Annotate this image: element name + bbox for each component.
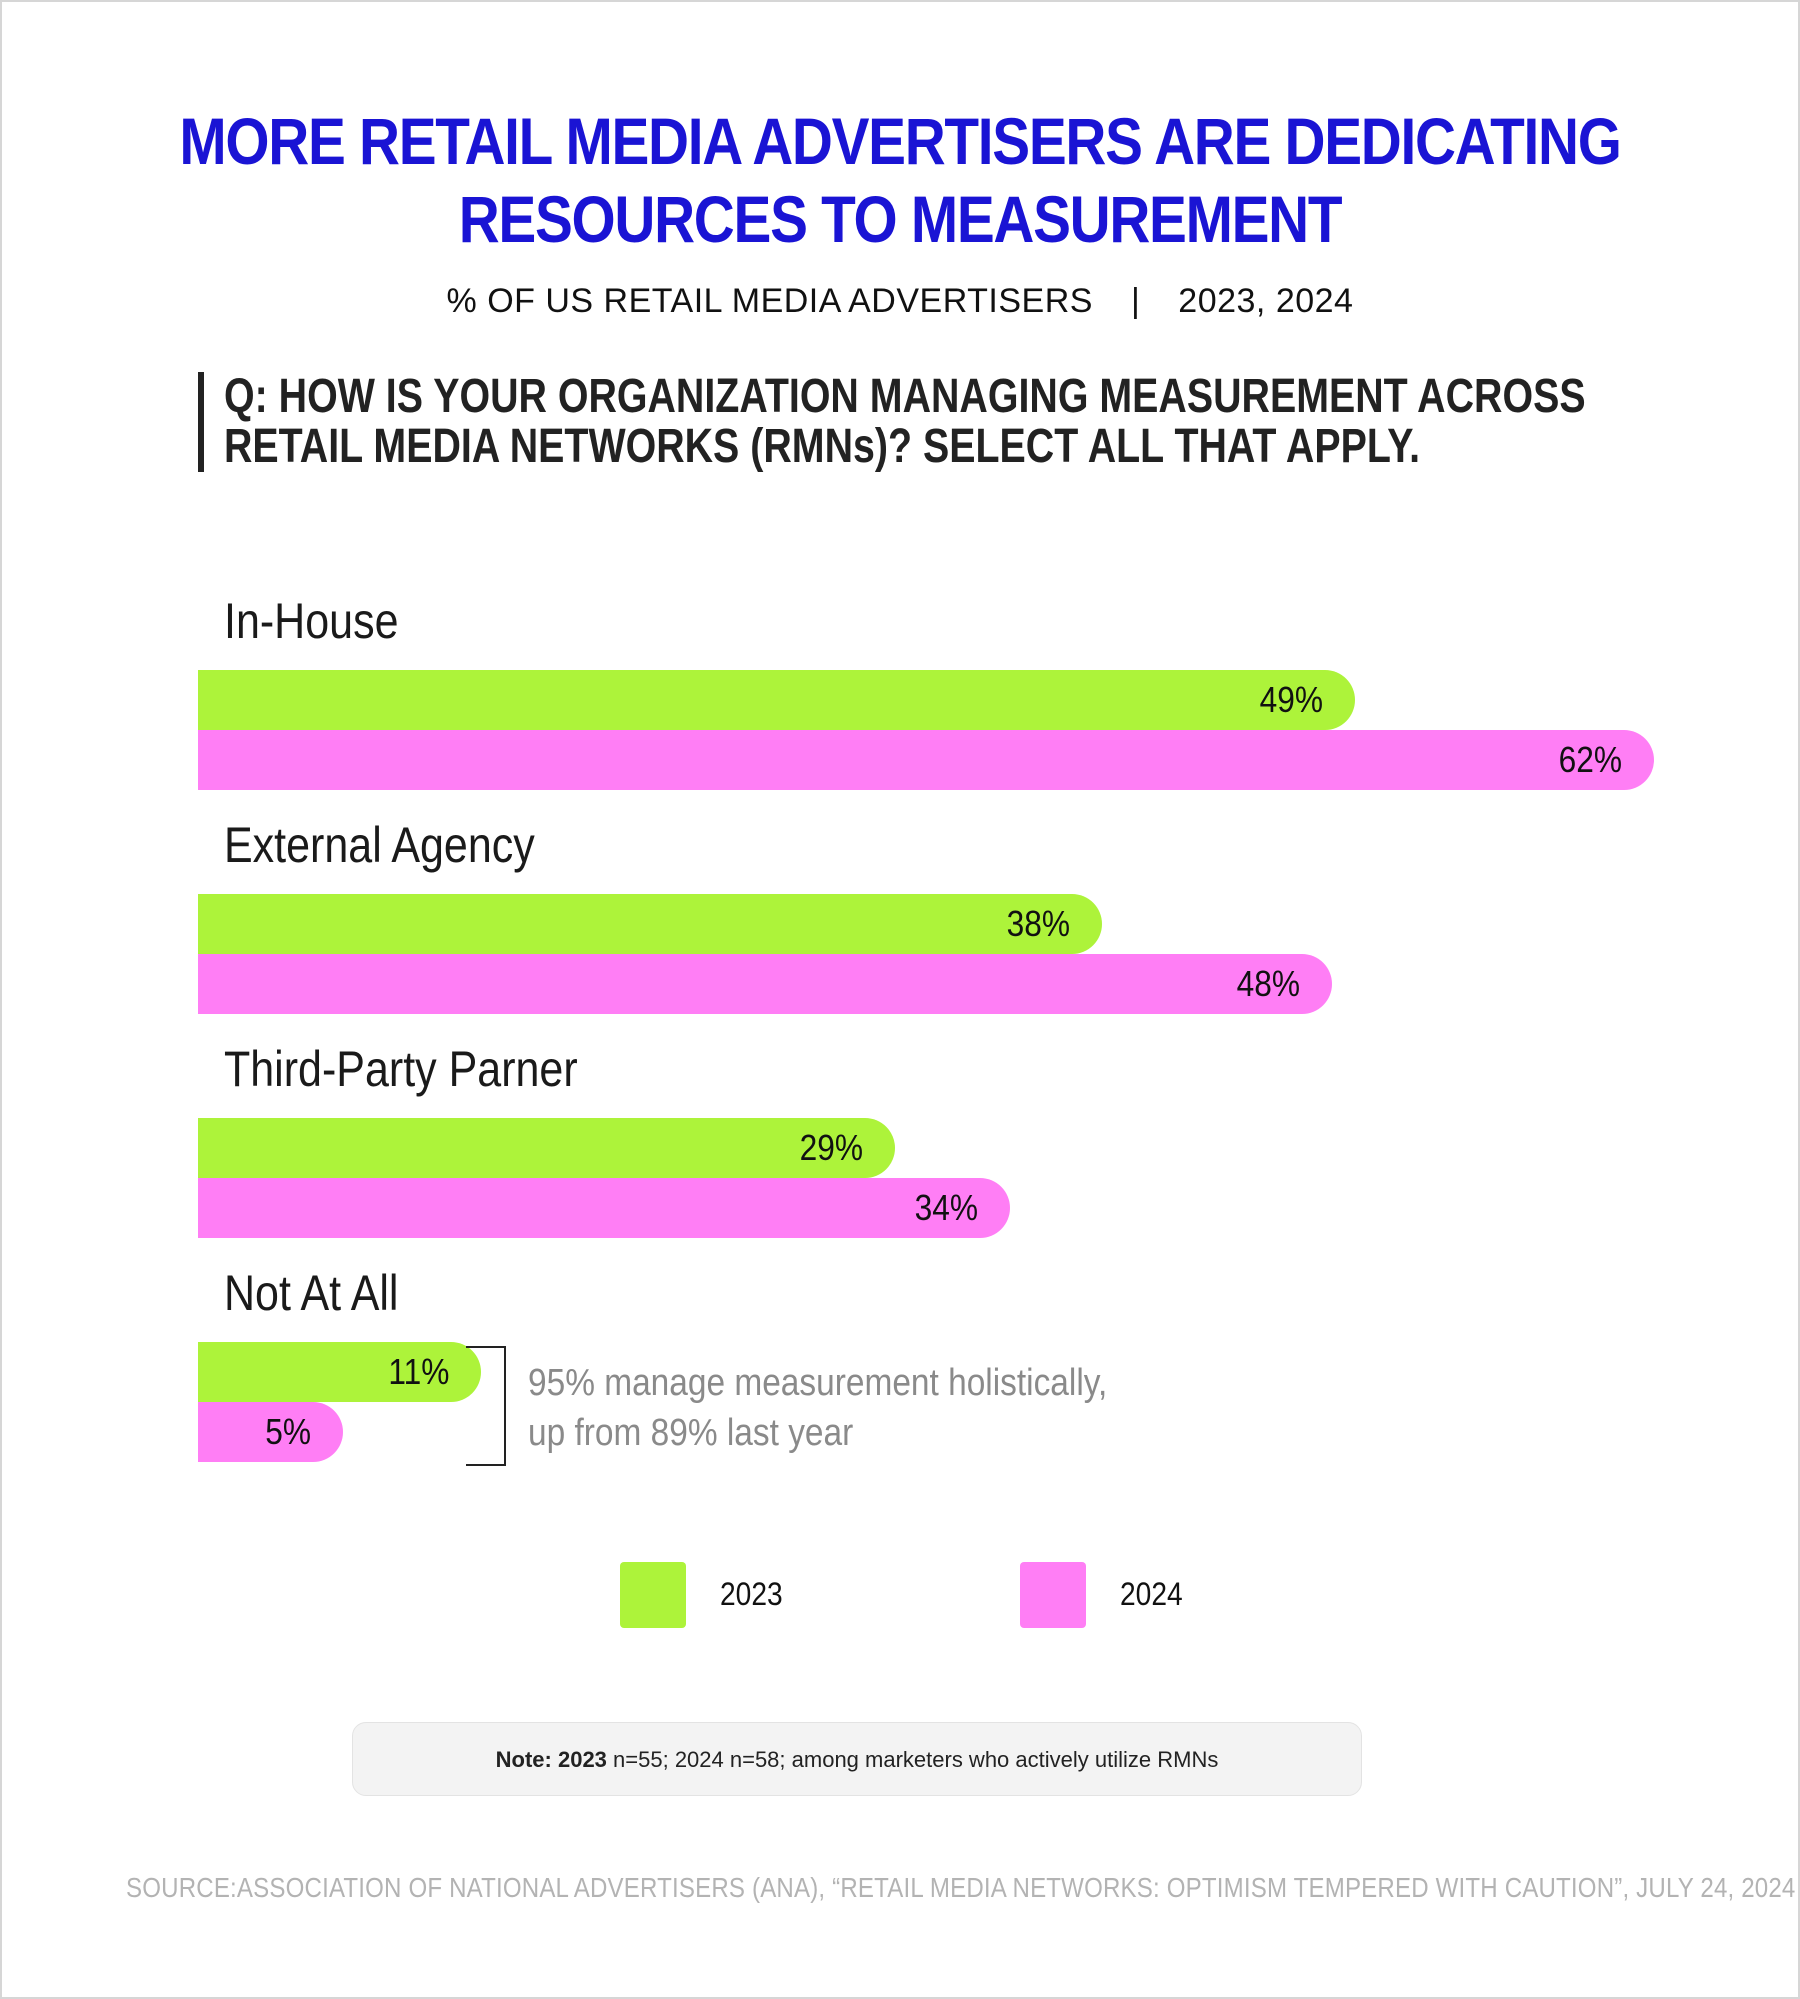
subtitle-measure: % OF US RETAIL MEDIA ADVERTISERS: [446, 282, 1093, 320]
survey-question-line-2: RETAIL MEDIA NETWORKS (RMNs)? SELECT ALL…: [224, 420, 1421, 473]
bar-third-party-parner-2024: 34%: [198, 1178, 1010, 1238]
subtitle-years: 2023, 2024: [1178, 282, 1354, 320]
note-text: n=55; 2024 n=58; among marketers who act…: [606, 1747, 1219, 1772]
subtitle-separator: |: [1130, 282, 1141, 320]
bar-value-not-at-all-2024: 5%: [265, 1411, 311, 1452]
legend-swatch-2024: [1020, 1562, 1086, 1628]
bar-value-third-party-parner-2024: 34%: [914, 1187, 978, 1228]
chart-annotation: 95% manage measurement holistically, up …: [528, 1358, 1144, 1458]
chart-title-line-2: RESOURCES TO MEASUREMENT: [458, 182, 1343, 256]
annotation-line-2: up from 89% last year: [528, 1412, 854, 1454]
bar-not-at-all-2023: 11%: [198, 1342, 481, 1402]
bar-external-agency-2024: 48%: [198, 954, 1332, 1014]
bar-value-third-party-parner-2023: 29%: [799, 1127, 863, 1168]
bar-value-in-house-2024: 62%: [1558, 739, 1622, 780]
annotation-line-1: 95% manage measurement holistically,: [528, 1362, 1108, 1404]
survey-question-line-1: Q: HOW IS YOUR ORGANIZATION MANAGING MEA…: [224, 370, 1586, 423]
category-label-third-party-parner: Third-Party Parner: [224, 1041, 578, 1097]
bar-not-at-all-2024: 5%: [198, 1402, 343, 1462]
chart-title: MORE RETAIL MEDIA ADVERTISERS ARE DEDICA…: [126, 102, 1674, 258]
bar-value-not-at-all-2023: 11%: [387, 1351, 449, 1392]
survey-question: Q: HOW IS YOUR ORGANIZATION MANAGING MEA…: [198, 372, 1598, 472]
bar-value-in-house-2023: 49%: [1259, 679, 1323, 720]
category-label-not-at-all: Not At All: [224, 1265, 399, 1321]
bar-in-house-2024: 62%: [198, 730, 1654, 790]
bar-external-agency-2023: 38%: [198, 894, 1102, 954]
bar-value-external-agency-2024: 48%: [1236, 963, 1300, 1004]
chart-source: SOURCE:ASSOCIATION OF NATIONAL ADVERTISE…: [126, 1872, 1796, 1903]
annotation-bracket: [466, 1346, 506, 1466]
bar-in-house-2023: 49%: [198, 670, 1355, 730]
chart-note: Note: 2023 n=55; 2024 n=58; among market…: [352, 1722, 1362, 1796]
legend-label-2023: 2023: [720, 1576, 783, 1612]
note-prefix: Note: 2023: [495, 1747, 607, 1772]
bar-third-party-parner-2023: 29%: [198, 1118, 895, 1178]
chart-title-line-1: MORE RETAIL MEDIA ADVERTISERS ARE DEDICA…: [179, 104, 1621, 178]
category-label-in-house: In-House: [224, 593, 399, 649]
chart-subtitle: % OF US RETAIL MEDIA ADVERTISERS | 2023, 2…: [0, 282, 1800, 321]
legend-label-2024: 2024: [1120, 1576, 1183, 1612]
category-label-external-agency: External Agency: [224, 817, 535, 873]
legend-swatch-2023: [620, 1562, 686, 1628]
bar-value-external-agency-2023: 38%: [1006, 903, 1070, 944]
